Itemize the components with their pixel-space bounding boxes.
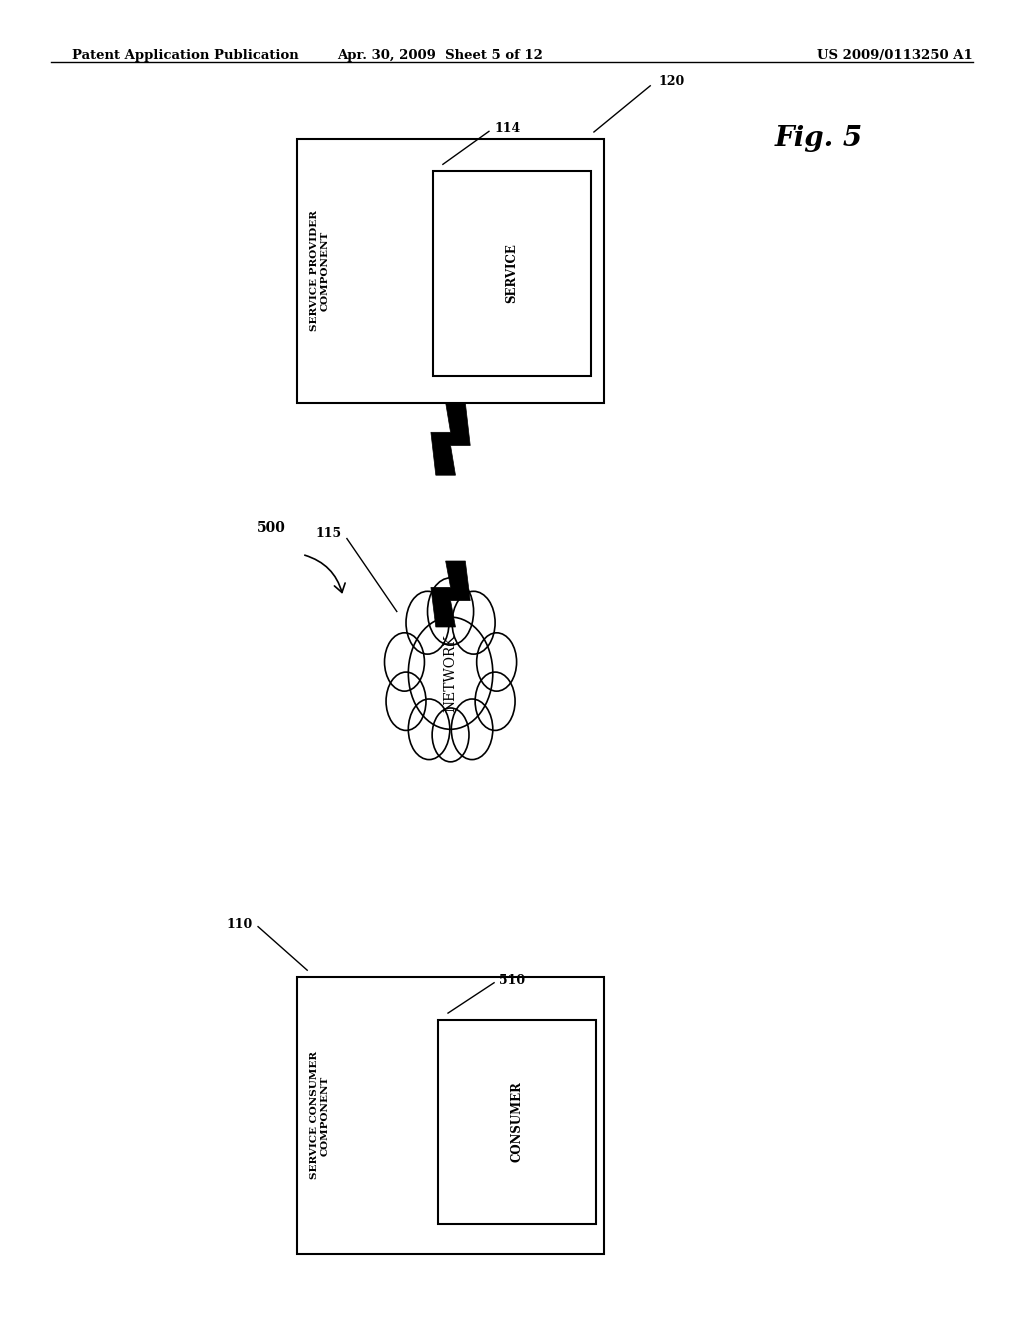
Polygon shape [431, 561, 470, 627]
Text: SERVICE PROVIDER
COMPONENT: SERVICE PROVIDER COMPONENT [310, 210, 329, 331]
Text: US 2009/0113250 A1: US 2009/0113250 A1 [817, 49, 973, 62]
Ellipse shape [406, 591, 449, 655]
Text: NETWORK: NETWORK [443, 635, 458, 711]
Ellipse shape [409, 700, 450, 759]
FancyArrowPatch shape [305, 556, 345, 593]
Bar [432, 172, 592, 375]
Text: 114: 114 [494, 123, 520, 135]
Ellipse shape [428, 578, 473, 645]
Text: Patent Application Publication: Patent Application Publication [72, 49, 298, 62]
Text: 120: 120 [658, 75, 685, 88]
Ellipse shape [384, 632, 425, 692]
Text: 510: 510 [500, 974, 525, 986]
Bar [438, 1020, 596, 1225]
Ellipse shape [386, 672, 426, 730]
Text: Apr. 30, 2009  Sheet 5 of 12: Apr. 30, 2009 Sheet 5 of 12 [337, 49, 544, 62]
Ellipse shape [452, 700, 493, 759]
Polygon shape [431, 403, 470, 475]
Ellipse shape [475, 672, 515, 730]
Text: CONSUMER: CONSUMER [511, 1081, 523, 1163]
Text: 500: 500 [257, 521, 286, 535]
Ellipse shape [453, 591, 496, 655]
Ellipse shape [476, 632, 516, 692]
Text: SERVICE CONSUMER
COMPONENT: SERVICE CONSUMER COMPONENT [310, 1051, 329, 1180]
Ellipse shape [432, 708, 469, 762]
Ellipse shape [409, 618, 493, 729]
Text: Fig. 5: Fig. 5 [775, 125, 863, 152]
Bar [297, 977, 604, 1254]
Text: 110: 110 [226, 917, 253, 931]
Text: 115: 115 [315, 527, 342, 540]
Bar [297, 139, 604, 403]
Text: SERVICE: SERVICE [506, 243, 518, 304]
